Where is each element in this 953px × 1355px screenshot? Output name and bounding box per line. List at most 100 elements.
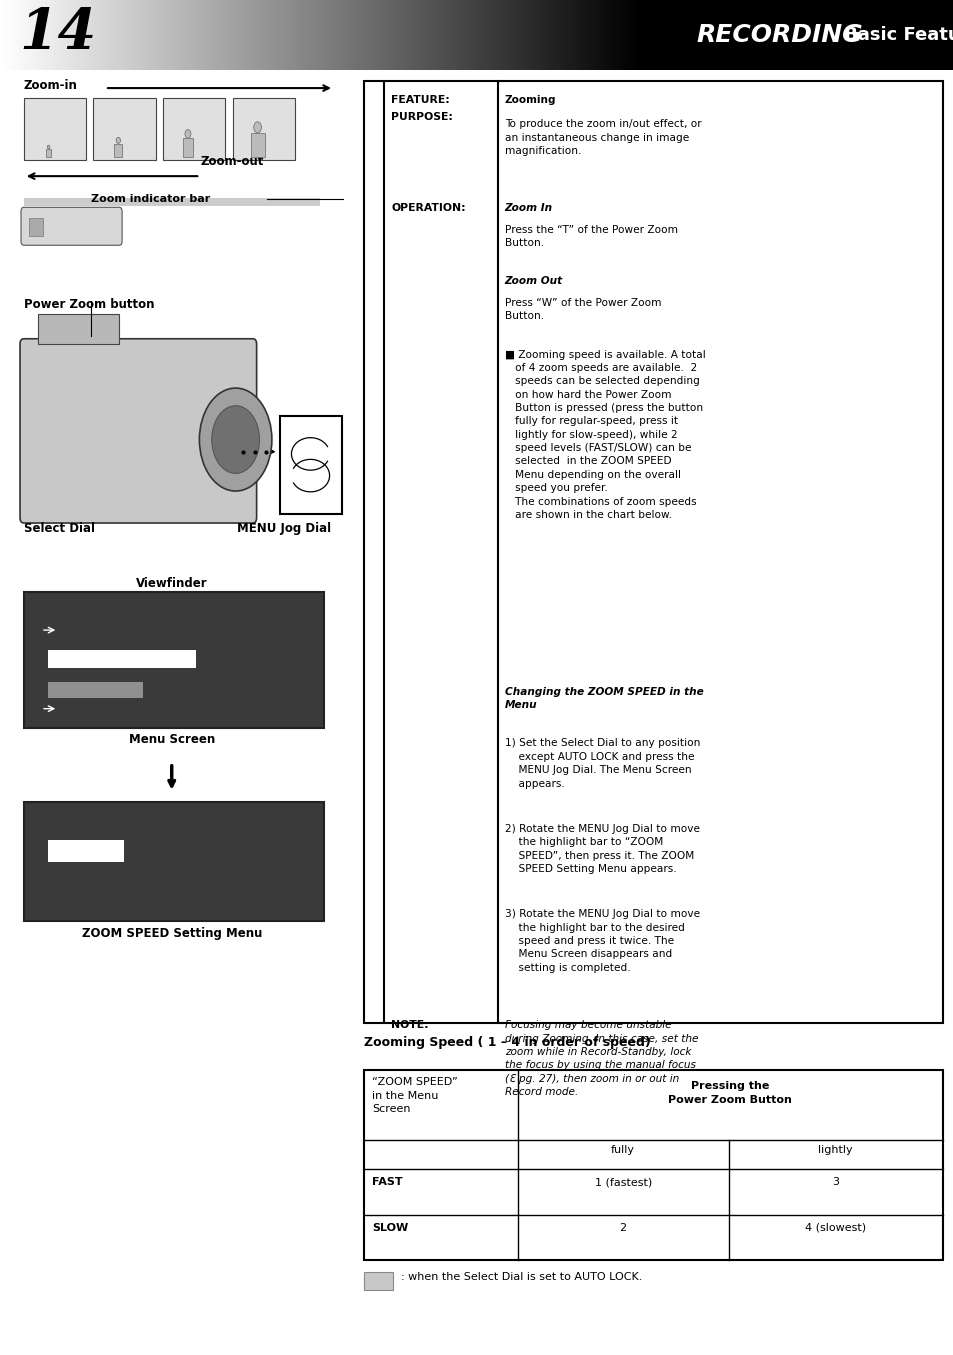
Bar <box>394 0 397 70</box>
Bar <box>950 0 953 70</box>
Bar <box>388 0 391 70</box>
Bar <box>79 0 83 70</box>
Bar <box>213 0 216 70</box>
Bar <box>117 0 121 70</box>
Bar <box>114 144 122 157</box>
Bar <box>279 0 283 70</box>
Bar <box>502 0 505 70</box>
Bar <box>810 0 813 70</box>
Bar <box>178 0 181 70</box>
Bar <box>279 416 341 514</box>
Bar <box>708 0 712 70</box>
Bar <box>889 0 893 70</box>
Bar <box>845 0 848 70</box>
Bar <box>562 0 565 70</box>
Text: 14: 14 <box>19 7 96 61</box>
Text: Zooming: Zooming <box>504 95 556 104</box>
Bar <box>724 0 727 70</box>
Bar <box>108 0 112 70</box>
Bar <box>750 0 753 70</box>
Bar <box>737 0 740 70</box>
Circle shape <box>212 405 259 473</box>
Bar <box>718 0 721 70</box>
Bar <box>855 0 858 70</box>
Bar <box>222 0 226 70</box>
Bar <box>305 0 308 70</box>
Bar <box>559 0 562 70</box>
Bar <box>807 0 810 70</box>
Bar <box>788 0 791 70</box>
Text: NOTE:: NOTE: <box>391 1020 428 1030</box>
Bar <box>496 0 498 70</box>
Bar <box>321 0 324 70</box>
Bar <box>289 0 293 70</box>
Bar <box>493 0 496 70</box>
FancyBboxPatch shape <box>20 339 256 523</box>
Bar <box>31 0 35 70</box>
Text: Viewfinder: Viewfinder <box>135 577 208 591</box>
Bar <box>527 0 531 70</box>
Bar <box>124 0 127 70</box>
Bar <box>489 0 493 70</box>
Bar <box>336 0 340 70</box>
Bar <box>235 0 238 70</box>
Text: MENU Jog Dial: MENU Jog Dial <box>236 522 331 535</box>
Bar <box>537 0 540 70</box>
Bar <box>467 0 470 70</box>
Bar <box>820 0 822 70</box>
Bar <box>591 0 594 70</box>
Bar <box>22 0 26 70</box>
Bar <box>197 0 200 70</box>
Bar <box>60 0 64 70</box>
Bar <box>92 0 95 70</box>
Bar <box>441 0 445 70</box>
Bar <box>765 0 769 70</box>
Bar <box>731 0 734 70</box>
Bar <box>867 0 870 70</box>
Bar <box>553 0 556 70</box>
Bar <box>743 0 746 70</box>
Bar <box>934 0 937 70</box>
FancyBboxPatch shape <box>21 207 122 245</box>
Bar <box>505 0 508 70</box>
Bar <box>226 0 229 70</box>
Bar <box>445 0 448 70</box>
Bar <box>295 0 298 70</box>
Text: Zooming Speed ( 1 – 4 in order of speed): Zooming Speed ( 1 – 4 in order of speed) <box>364 1035 651 1049</box>
Bar <box>727 0 731 70</box>
Text: FEATURE:
PURPOSE:: FEATURE: PURPOSE: <box>391 95 453 122</box>
Bar <box>619 0 622 70</box>
Bar <box>550 0 553 70</box>
Bar <box>19 0 22 70</box>
Bar <box>251 0 254 70</box>
Text: Zoom indicator bar: Zoom indicator bar <box>91 194 210 203</box>
Bar <box>779 0 781 70</box>
Bar <box>664 0 667 70</box>
Bar <box>136 0 140 70</box>
Bar <box>607 0 610 70</box>
Bar <box>813 0 817 70</box>
Bar <box>276 0 279 70</box>
Bar <box>353 0 355 70</box>
Text: RECORDING: RECORDING <box>696 23 862 47</box>
Circle shape <box>185 130 191 138</box>
Bar <box>521 0 524 70</box>
Bar <box>95 0 98 70</box>
Bar <box>251 133 264 157</box>
Bar <box>26 0 29 70</box>
Bar <box>51 0 54 70</box>
Bar <box>293 0 295 70</box>
Bar <box>70 0 73 70</box>
Bar <box>775 0 779 70</box>
Bar <box>674 0 677 70</box>
Text: Changing the ZOOM SPEED in the
Menu: Changing the ZOOM SPEED in the Menu <box>504 687 702 710</box>
Bar <box>48 840 124 862</box>
Bar <box>839 0 841 70</box>
Text: SLOW: SLOW <box>372 1222 408 1233</box>
Bar <box>191 0 193 70</box>
Bar <box>781 0 784 70</box>
Bar <box>334 0 336 70</box>
Bar <box>229 0 232 70</box>
Bar <box>24 198 319 206</box>
Bar <box>896 0 899 70</box>
